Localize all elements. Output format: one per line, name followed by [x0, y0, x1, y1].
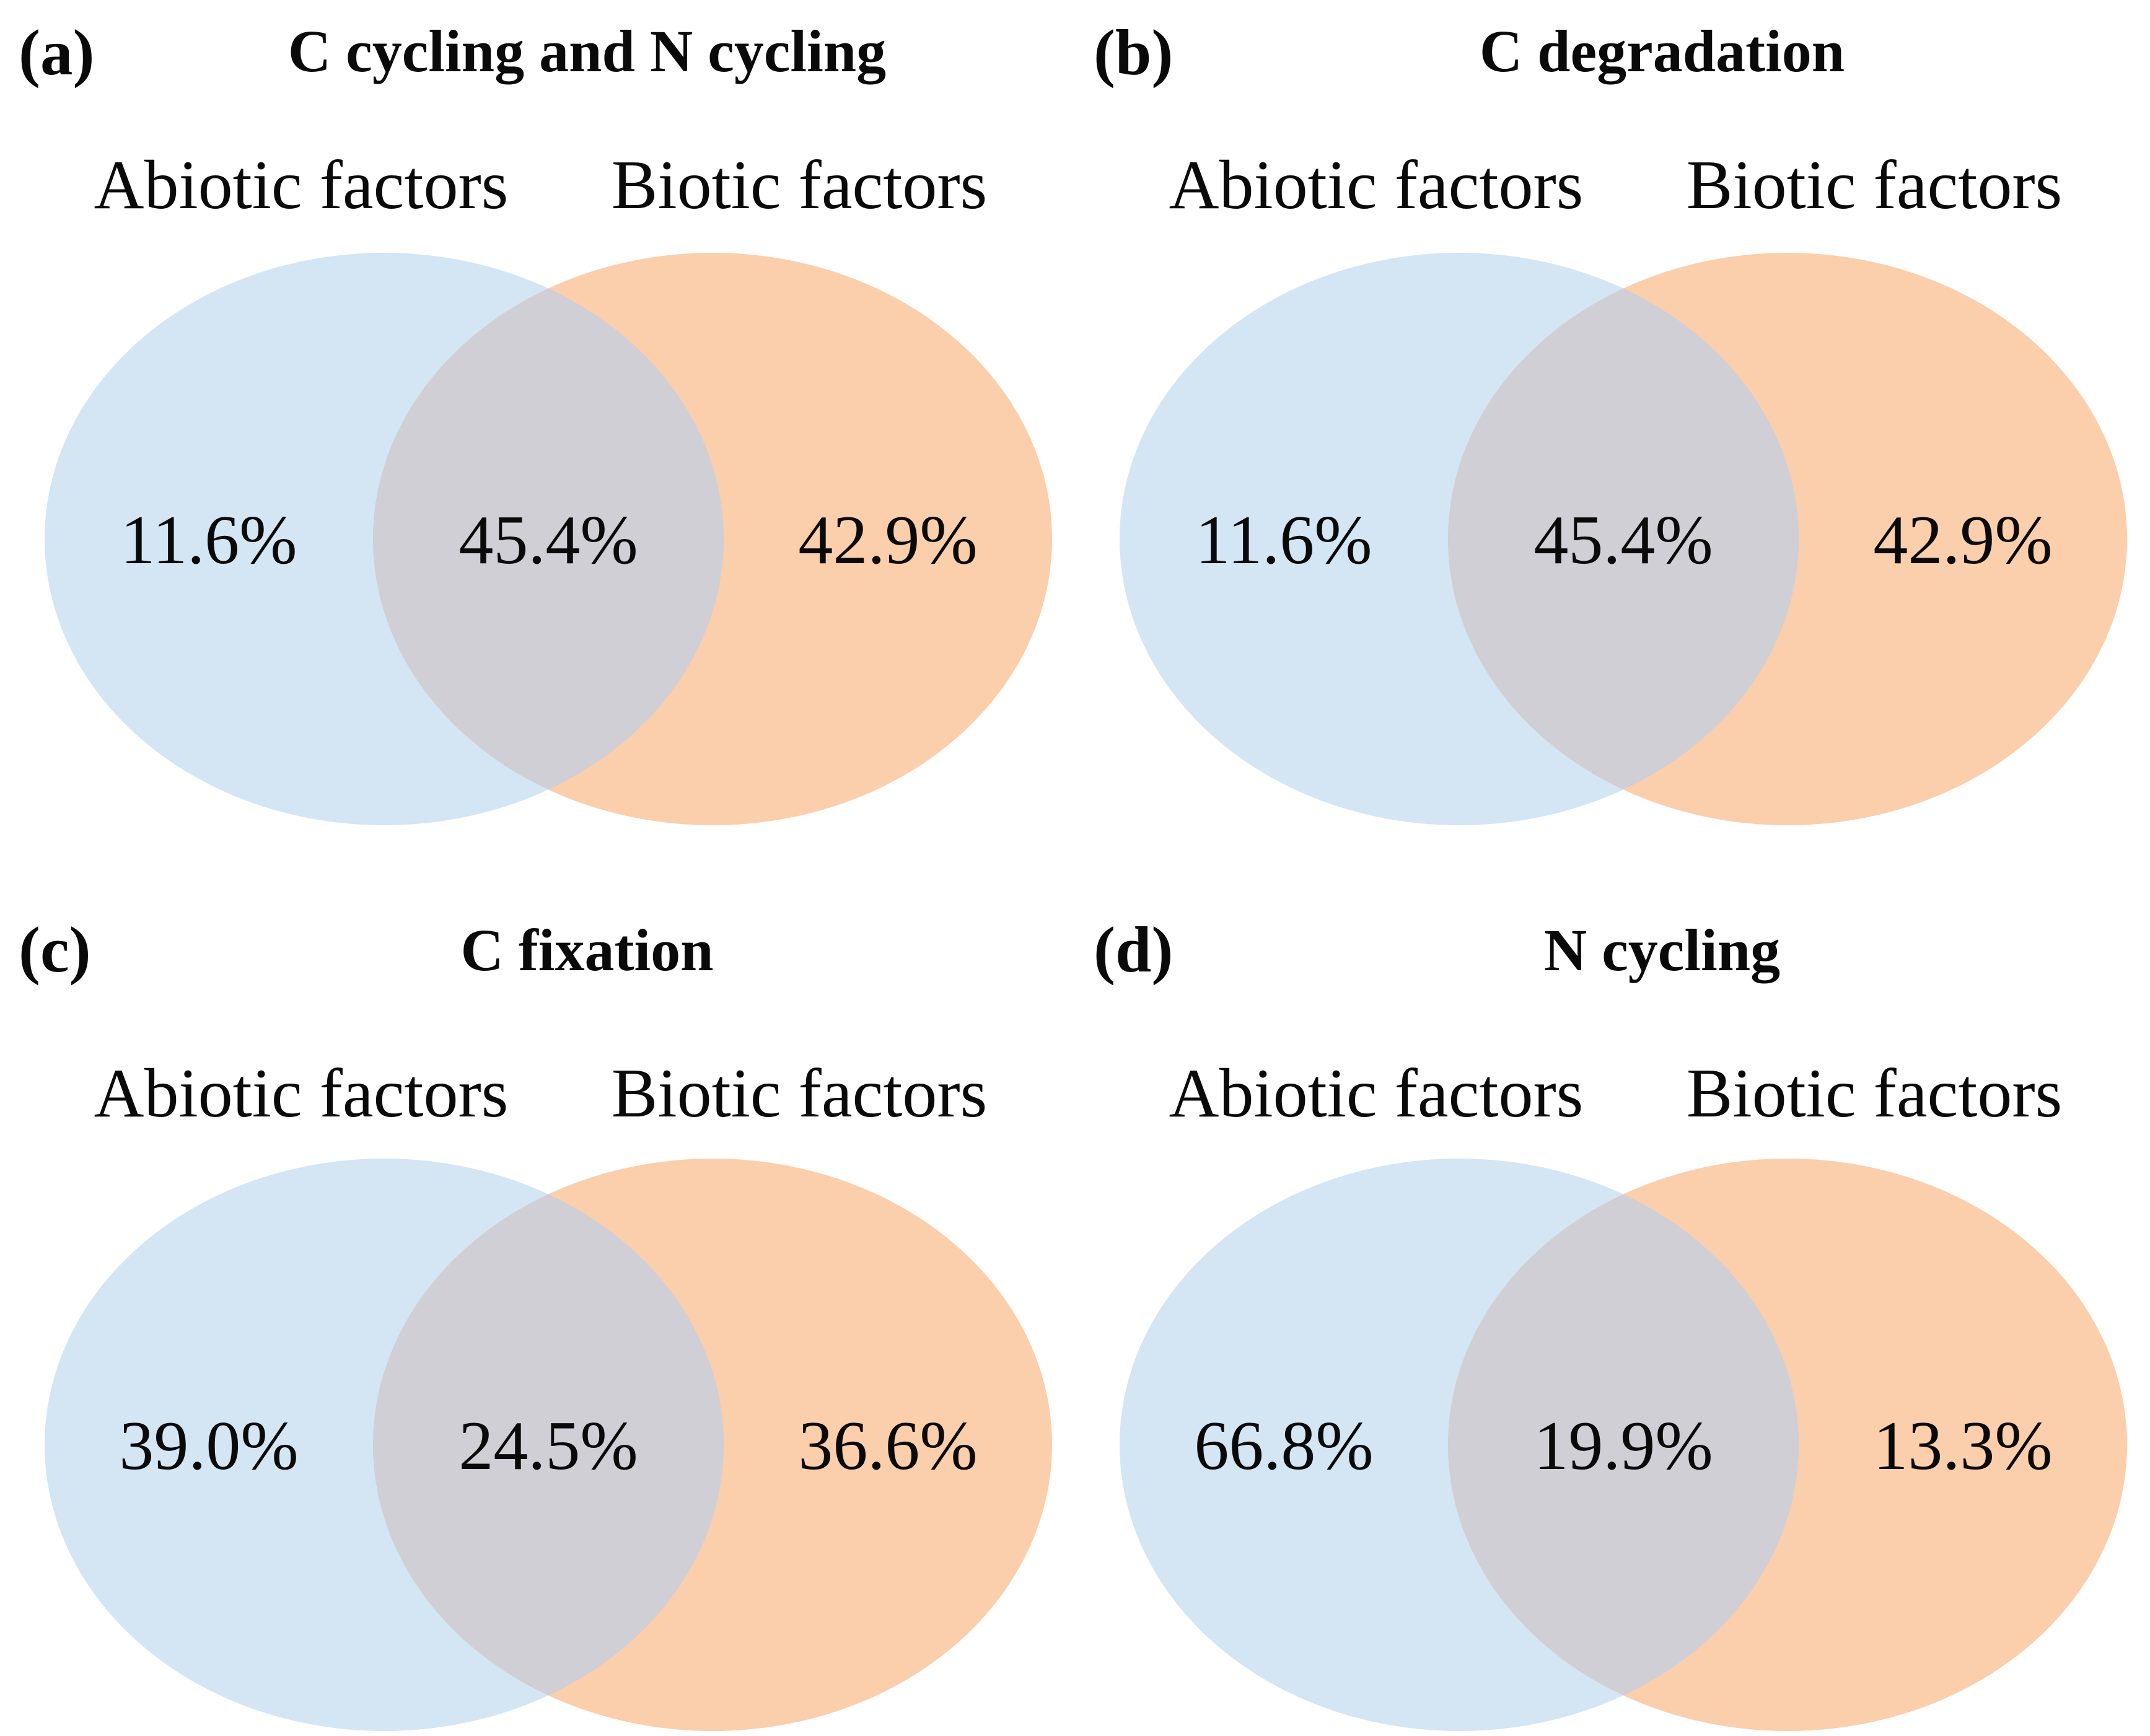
panel-c-venn-diagram: 39.0% 24.5% 36.6%: [45, 1159, 1052, 1731]
abiotic-only-value: 39.0%: [119, 1408, 298, 1484]
biotic-only-value: 42.9%: [1873, 502, 2052, 579]
biotic-only-value: 36.6%: [798, 1408, 977, 1484]
overlap-region: [1448, 253, 1799, 825]
panel-a-title: C cycling and N cycling: [287, 18, 887, 84]
panel-c-corner-label: (c): [19, 913, 91, 986]
overlap-value: 24.5%: [459, 1408, 638, 1484]
panel-d-title: N cycling: [1543, 917, 1781, 983]
overlap-region: [1448, 1159, 1799, 1731]
biotic-only-value: 13.3%: [1873, 1408, 2052, 1484]
overlap-value: 45.4%: [1534, 502, 1713, 579]
panel-b-corner-label: (b): [1094, 16, 1174, 89]
panel-c: (c) C fixation Abiotic factors Biotic fa…: [0, 867, 1075, 1736]
panel-b-abiotic-set-label: Abiotic factors: [1169, 147, 1584, 224]
panel-b: (b) C degradation Abiotic factors Biotic…: [1075, 0, 2150, 867]
panel-d: (d) N cycling Abiotic factors Biotic fac…: [1075, 867, 2150, 1736]
panel-a-abiotic-set-label: Abiotic factors: [94, 147, 509, 224]
panel-a: (a) C cycling and N cycling Abiotic fact…: [0, 0, 1075, 867]
panel-d-abiotic-set-label: Abiotic factors: [1169, 1055, 1584, 1132]
overlap-value: 45.4%: [459, 502, 638, 579]
panel-a-biotic-set-label: Biotic factors: [611, 147, 988, 224]
panel-c-biotic-set-label: Biotic factors: [611, 1055, 988, 1132]
panel-d-biotic-set-label: Biotic factors: [1686, 1055, 2063, 1132]
abiotic-only-value: 11.6%: [120, 502, 297, 579]
panel-a-corner-label: (a): [19, 16, 95, 89]
panel-b-title: C degradation: [1479, 18, 1845, 84]
panel-a-venn-diagram: 11.6% 45.4% 42.9%: [45, 253, 1052, 825]
overlap-region: [373, 1159, 724, 1731]
panel-b-biotic-set-label: Biotic factors: [1686, 147, 2063, 224]
panel-c-abiotic-set-label: Abiotic factors: [94, 1055, 509, 1132]
abiotic-only-value: 66.8%: [1194, 1408, 1373, 1484]
overlap-value: 19.9%: [1534, 1408, 1713, 1484]
overlap-region: [373, 253, 724, 825]
abiotic-only-value: 11.6%: [1195, 502, 1372, 579]
panel-d-corner-label: (d): [1094, 913, 1174, 986]
biotic-only-value: 42.9%: [798, 502, 977, 579]
panel-c-title: C fixation: [460, 917, 714, 983]
panel-d-venn-diagram: 66.8% 19.9% 13.3%: [1120, 1159, 2127, 1731]
panel-b-venn-diagram: 11.6% 45.4% 42.9%: [1120, 253, 2127, 825]
